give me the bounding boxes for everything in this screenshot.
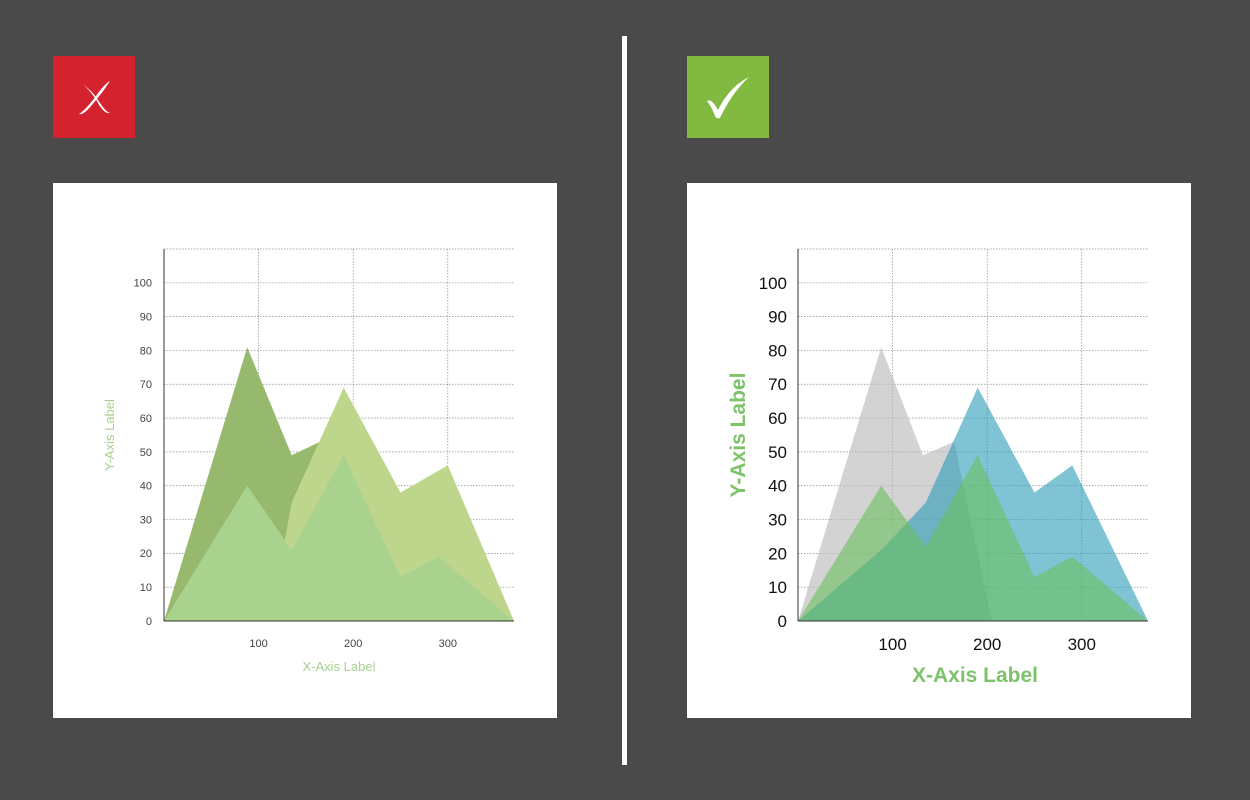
y-tick-label: 40 bbox=[768, 477, 787, 496]
good-chart-panel: 0 10 20 30 40 50 60 70 80 90 100 100 200 300 X-Axis La… bbox=[687, 183, 1191, 718]
bad-chart-panel: 0 10 20 30 40 50 60 70 80 90 100 100 200 300 X-Axis La… bbox=[53, 183, 557, 718]
y-tick-label: 10 bbox=[768, 578, 787, 597]
good-area-chart: 0 10 20 30 40 50 60 70 80 90 100 100 200 300 X-Axis La… bbox=[727, 248, 1148, 687]
x-tick-label: 100 bbox=[878, 635, 906, 654]
y-tick-label: 20 bbox=[768, 544, 787, 563]
x-axis-label: X-Axis Label bbox=[303, 659, 376, 674]
area-series-3 bbox=[164, 455, 514, 621]
y-tick-label: 100 bbox=[759, 274, 787, 293]
good-example-badge bbox=[687, 56, 769, 138]
cross-icon bbox=[53, 56, 135, 138]
y-tick-label: 10 bbox=[140, 582, 152, 594]
y-tick-label: 60 bbox=[768, 409, 787, 428]
x-tick-label: 200 bbox=[973, 635, 1001, 654]
y-tick-label: 60 bbox=[140, 413, 152, 425]
area-series-3 bbox=[798, 455, 1148, 621]
y-tick-label: 30 bbox=[768, 510, 787, 529]
y-tick-label: 20 bbox=[140, 548, 152, 560]
y-tick-label: 0 bbox=[778, 612, 787, 631]
x-tick-label: 100 bbox=[249, 638, 267, 650]
y-tick-label: 70 bbox=[768, 375, 787, 394]
y-axis-label: Y-Axis Label bbox=[727, 373, 750, 498]
y-tick-label: 90 bbox=[140, 311, 152, 323]
bad-example-badge bbox=[53, 56, 135, 138]
y-tick-label: 80 bbox=[140, 345, 152, 357]
y-tick-label: 30 bbox=[140, 514, 152, 526]
check-icon bbox=[687, 56, 769, 138]
y-tick-label: 0 bbox=[146, 616, 152, 628]
y-tick-label: 70 bbox=[140, 379, 152, 391]
y-tick-label: 50 bbox=[768, 443, 787, 462]
divider bbox=[622, 36, 627, 765]
x-tick-label: 300 bbox=[439, 638, 457, 650]
x-tick-label: 300 bbox=[1068, 635, 1096, 654]
bad-area-chart: 0 10 20 30 40 50 60 70 80 90 100 100 200 300 X-Axis La… bbox=[102, 248, 514, 674]
y-axis-label: Y-Axis Label bbox=[102, 399, 117, 471]
y-tick-label: 50 bbox=[140, 447, 152, 459]
y-tick-label: 100 bbox=[134, 278, 152, 290]
y-tick-label: 80 bbox=[768, 341, 787, 360]
y-tick-label: 40 bbox=[140, 481, 152, 493]
x-tick-label: 200 bbox=[344, 638, 362, 650]
x-axis-label: X-Axis Label bbox=[912, 664, 1038, 687]
y-tick-label: 90 bbox=[768, 308, 787, 327]
